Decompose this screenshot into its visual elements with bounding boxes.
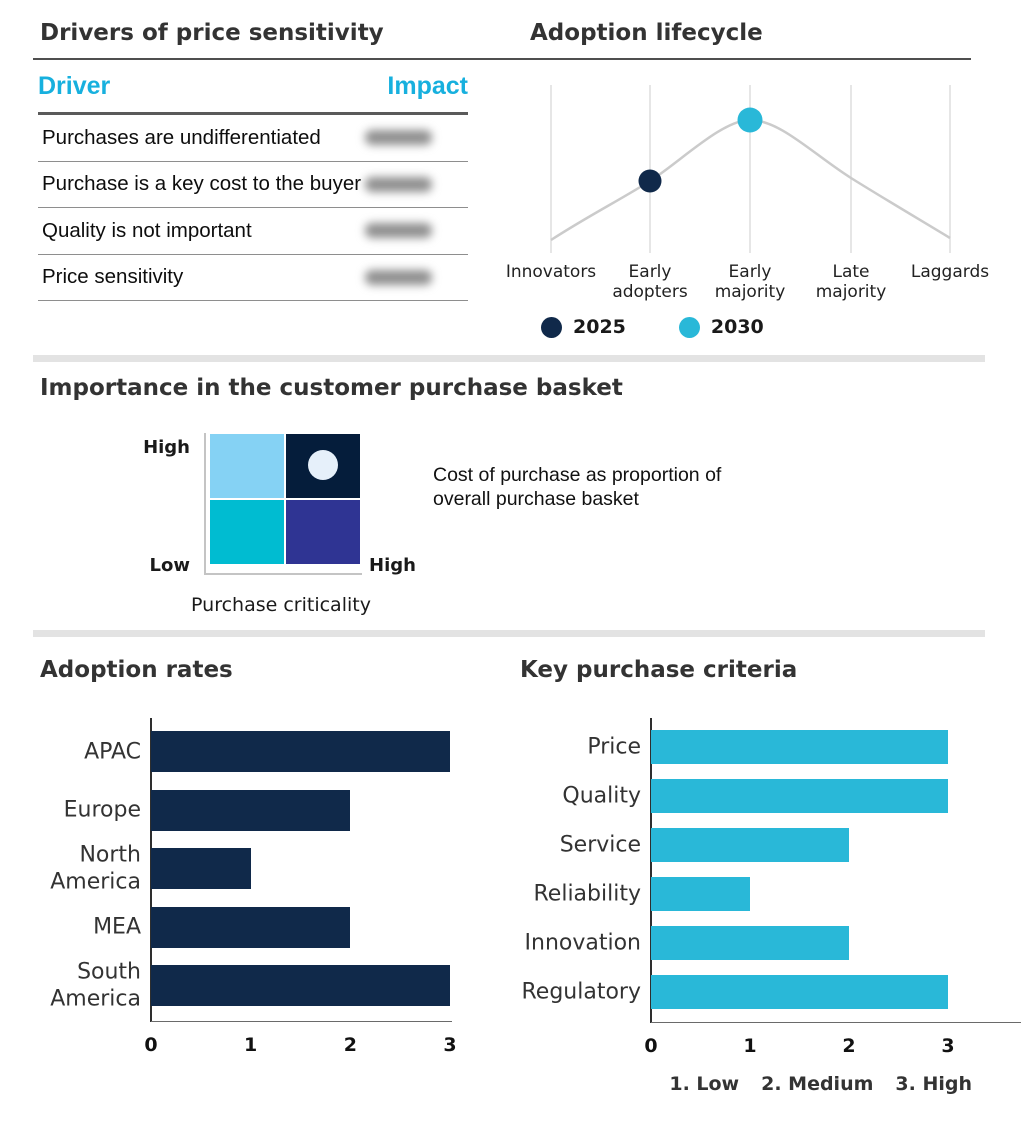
impact-cell-redacted — [365, 130, 432, 145]
category-label-regulatory: Regulatory — [521, 979, 642, 1005]
category-label-north-america: North America — [50, 842, 141, 895]
header-underline — [33, 58, 971, 60]
bar-mea — [151, 906, 351, 948]
driver-cell: Purchase is a key cost to the buyer — [42, 172, 362, 196]
category-label-apac: APAC — [84, 738, 141, 764]
legend-label-2030: 2030 — [710, 316, 764, 338]
lifecycle-chart — [550, 85, 951, 253]
basket-title: Importance in the customer purchase bask… — [40, 375, 623, 401]
bar-innovation — [651, 926, 849, 960]
category-label-mea: MEA — [93, 914, 141, 940]
scale-low: 1. Low — [669, 1073, 740, 1095]
x-tick-0: 0 — [644, 1035, 658, 1057]
quadrant-bottom-right — [286, 500, 360, 564]
scale-legend: 1. Low 2. Medium 3. High — [650, 1073, 972, 1095]
table-row: Purchase is a key cost to the buyer — [38, 162, 468, 208]
driver-cell: Purchases are undifferentiated — [42, 125, 321, 149]
category-label-europe: Europe — [63, 797, 141, 823]
bar-apac — [151, 731, 450, 772]
x-tick-1: 1 — [743, 1035, 757, 1057]
section-divider — [33, 355, 985, 362]
drivers-table-title: Drivers of price sensitivity — [40, 20, 384, 46]
legend-item-2030: 2030 — [678, 316, 764, 338]
stage-label-laggards: Laggards — [910, 262, 990, 282]
bar-regulatory — [651, 975, 948, 1009]
legend-dot-2030 — [678, 316, 700, 338]
stage-label-early-adopters: Early adopters — [612, 262, 688, 303]
x-tick-2: 2 — [842, 1035, 856, 1057]
scale-high: 3. High — [895, 1073, 972, 1095]
impact-cell-redacted — [365, 223, 432, 238]
adoption-rates-x-spine — [151, 1021, 452, 1023]
impact-cell-redacted — [365, 269, 432, 285]
category-label-quality: Quality — [562, 783, 641, 809]
lifecycle-title: Adoption lifecycle — [530, 20, 763, 46]
x-tick-2: 2 — [343, 1034, 357, 1056]
bar-reliability — [651, 877, 750, 911]
x-axis-high-label: High — [369, 555, 416, 576]
table-row: Purchases are undifferentiated — [38, 115, 468, 162]
category-label-innovation: Innovation — [524, 930, 641, 956]
driver-cell: Quality is not important — [42, 218, 252, 242]
x-tick-0: 0 — [144, 1034, 158, 1056]
category-label-service: Service — [559, 832, 641, 858]
impact-cell-redacted — [365, 176, 432, 192]
driver-cell: Price sensitivity — [42, 265, 184, 289]
quadrant-top-left — [210, 434, 284, 498]
legend-label-2025: 2025 — [573, 316, 626, 338]
legend-item-2025: 2025 — [541, 316, 626, 338]
bar-quality — [651, 779, 948, 813]
section-divider — [33, 630, 985, 637]
scale-medium: 2. Medium — [761, 1073, 874, 1095]
bar-price — [651, 730, 948, 764]
adoption-rates-title: Adoption rates — [40, 657, 233, 683]
y-axis-high-label: High — [143, 437, 190, 458]
category-label-south-america: South America — [50, 959, 141, 1012]
bar-south-america — [151, 965, 450, 1007]
matrix-x-title: Purchase criticality — [191, 594, 371, 616]
lifecycle-legend: 2025 2030 — [541, 316, 764, 338]
stage-label-innovators: Innovators — [505, 262, 597, 282]
drivers-table: Purchases are undifferentiated Purchase … — [38, 115, 468, 301]
matrix-x-axis — [204, 573, 362, 575]
matrix-quadrants — [210, 434, 360, 564]
stage-label-late-majority: Late majority — [815, 262, 887, 303]
y-axis-low-label: Low — [149, 555, 190, 576]
criteria-chart: Price Quality Service Reliability Innovation… — [500, 718, 1021, 1057]
category-label-reliability: Reliability — [533, 881, 642, 907]
x-tick-3: 3 — [443, 1034, 457, 1056]
table-row: Price sensitivity — [38, 255, 468, 301]
table-row: Quality is not important — [38, 208, 468, 255]
x-tick-3: 3 — [941, 1035, 955, 1057]
matrix-y-axis — [204, 433, 206, 575]
annotation-line-2: overall purchase basket — [433, 488, 639, 510]
bar-north-america — [151, 848, 251, 890]
criteria-title: Key purchase criteria — [520, 657, 798, 683]
quadrant-bottom-left — [210, 500, 284, 564]
marker-2030 — [737, 107, 763, 133]
basket-annotation: Cost of purchase as proportion of overal… — [433, 463, 721, 511]
column-header-impact: Impact — [387, 72, 468, 100]
annotation-line-1: Cost of purchase as proportion of — [433, 464, 722, 486]
bar-service — [651, 828, 849, 862]
category-label-price: Price — [587, 734, 641, 760]
drivers-table-header: Driver Impact — [38, 72, 468, 101]
table-header-rule — [38, 112, 468, 115]
marker-2025 — [638, 169, 662, 193]
matrix-position-marker — [308, 450, 338, 480]
bar-europe — [151, 789, 351, 831]
criteria-x-spine — [651, 1022, 1021, 1024]
legend-dot-2025 — [541, 316, 562, 338]
column-header-driver: Driver — [38, 72, 111, 100]
adoption-rates-chart: APAC Europe North America MEA South America 0… — [30, 718, 457, 1056]
criteria-y-spine — [650, 718, 652, 1023]
x-tick-1: 1 — [244, 1034, 258, 1056]
stage-label-early-majority: Early majority — [714, 262, 786, 303]
